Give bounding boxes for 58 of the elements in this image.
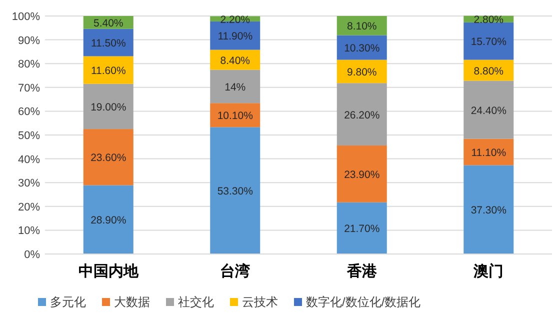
data-label: 15.70% <box>470 36 506 48</box>
y-tick-label: 90% <box>18 34 40 47</box>
data-label: 14% <box>224 81 246 94</box>
data-label: 10.30% <box>344 42 380 55</box>
bar <box>210 70 260 104</box>
data-label: 5.40% <box>93 17 124 30</box>
bar <box>336 16 387 36</box>
data-label: 11.10% <box>471 147 506 160</box>
data-label: 8.10% <box>346 20 377 33</box>
data-label: 8.80% <box>474 65 504 78</box>
data-label: 21.70% <box>344 223 380 236</box>
y-tick-label: 50% <box>18 130 40 142</box>
data-label: 28.90% <box>90 214 126 227</box>
y-tick-label: 60% <box>18 106 40 118</box>
legend-label: 社交化 <box>178 295 214 309</box>
data-label: 11.60% <box>90 65 126 78</box>
bar <box>464 138 514 166</box>
bar <box>336 202 387 254</box>
bar <box>464 22 514 60</box>
data-label: 23.90% <box>344 168 380 181</box>
data-label: 37.30% <box>470 204 506 217</box>
bar <box>83 129 134 186</box>
y-tick-label: 80% <box>18 58 40 71</box>
data-label: 53.30% <box>217 186 253 198</box>
x-tick-label: 香港 <box>346 263 378 280</box>
y-tick-label: 100% <box>12 11 40 23</box>
legend-label: 数字化/数位化/数据化 <box>306 295 421 309</box>
data-label: 26.20% <box>344 109 380 122</box>
data-label: 11.90% <box>218 30 253 43</box>
legend-label: 大数据 <box>114 295 150 309</box>
bar <box>210 103 260 128</box>
x-tick-label: 澳门 <box>472 262 504 280</box>
data-label: 9.80% <box>346 66 377 78</box>
data-label: 10.10% <box>217 110 253 122</box>
y-tick-label: 10% <box>18 225 40 238</box>
bar <box>83 56 134 84</box>
data-label: 11.50% <box>90 38 126 50</box>
legend-label: 云技术 <box>242 295 278 309</box>
y-tick-label: 0% <box>24 249 40 261</box>
legend-label: 多元化 <box>50 295 86 309</box>
x-tick-label: 台湾 <box>220 262 250 280</box>
bar <box>464 165 514 254</box>
bar <box>464 80 514 139</box>
bar <box>210 127 260 254</box>
bar <box>83 185 134 254</box>
y-tick-label: 70% <box>18 82 40 94</box>
data-label: 23.60% <box>90 152 126 164</box>
data-label: 8.40% <box>220 54 250 67</box>
bar <box>336 145 387 202</box>
y-tick-label: 30% <box>18 178 40 190</box>
bar <box>336 83 387 146</box>
data-label: 24.40% <box>470 104 506 117</box>
bar <box>83 28 134 56</box>
x-tick-label: 中国内地 <box>78 263 140 280</box>
data-label: 19.00% <box>90 101 126 114</box>
y-tick-label: 20% <box>18 201 40 214</box>
bar <box>83 84 134 130</box>
y-tick-label: 40% <box>18 154 40 166</box>
